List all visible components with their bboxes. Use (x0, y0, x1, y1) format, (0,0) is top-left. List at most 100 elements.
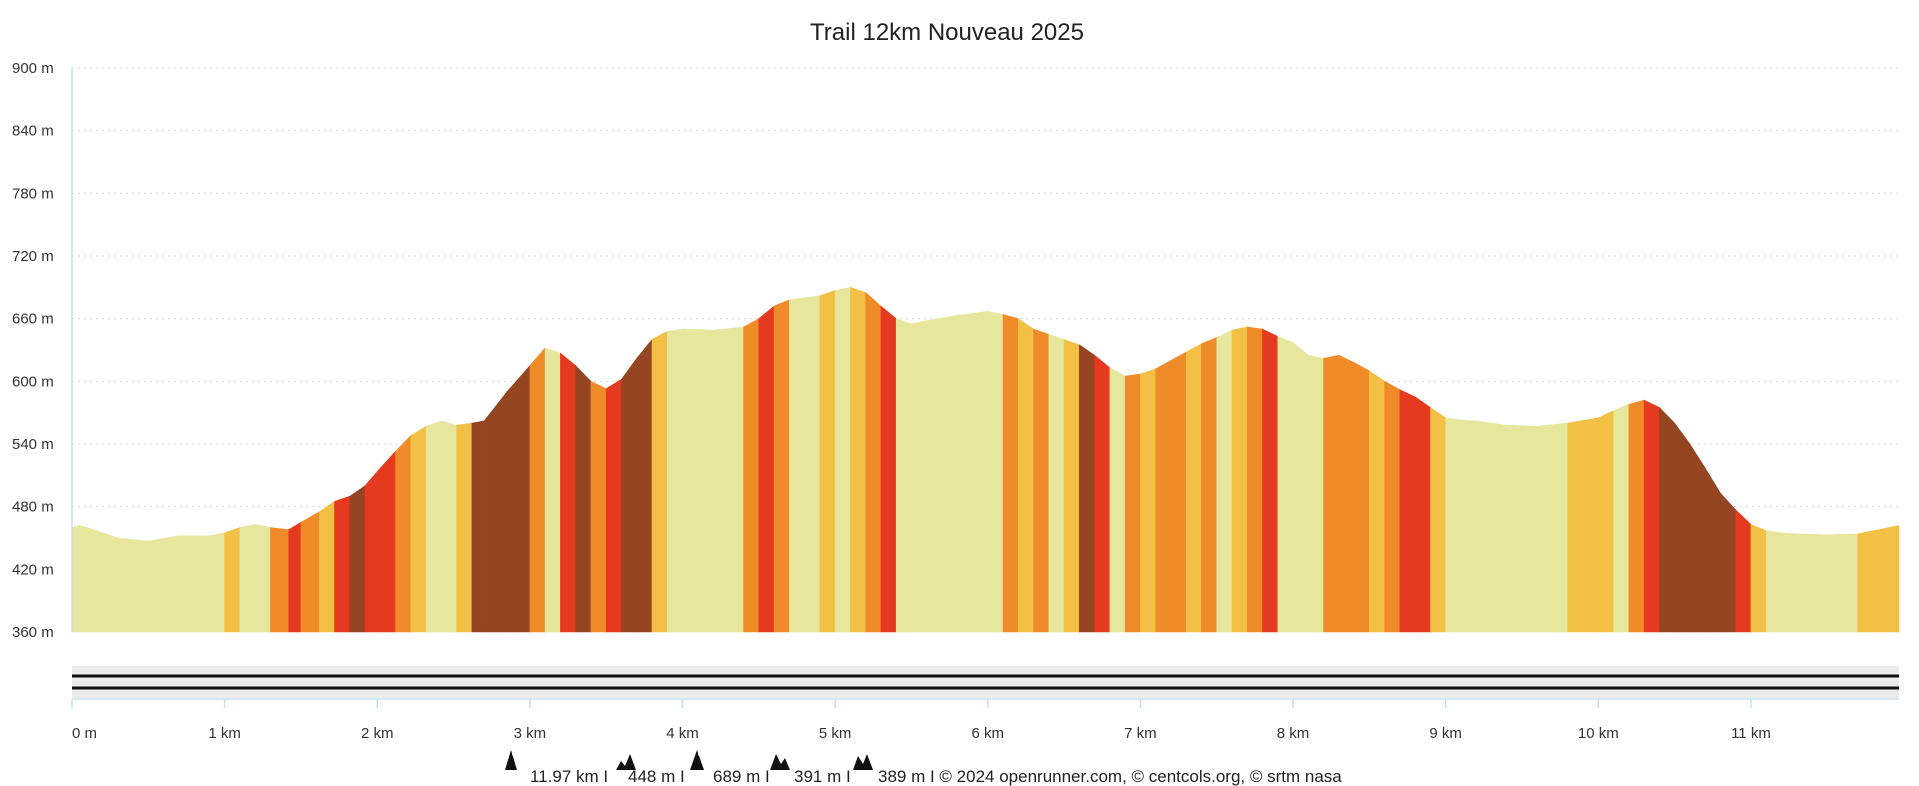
elevation-segment (483, 390, 508, 633)
max-elevation-icon (690, 750, 704, 770)
elevation-segment (850, 286, 866, 633)
x-tick-label: 9 km (1429, 725, 1462, 742)
elevation-segment (1872, 525, 1900, 633)
elevation-segment (773, 299, 790, 633)
x-tick-label: 8 km (1277, 725, 1310, 742)
elevation-segment (1033, 328, 1050, 633)
elevation-segment (987, 310, 1004, 633)
elevation-segment (425, 420, 442, 633)
elevation-segment (1155, 359, 1172, 633)
elevation-segment (1185, 343, 1202, 633)
x-axis: 0 m 1 km 2 km 3 km 4 km 5 km 6 km 7 km 8 km 9 km 1… (71, 699, 1771, 742)
elevation-segment (926, 315, 958, 633)
elevation-segment (441, 420, 457, 633)
stat-max-elevation: 689 m I (713, 767, 770, 786)
distance-icon (505, 750, 517, 770)
elevation-segment (1292, 342, 1309, 633)
route-stats-footer: 11.97 km I 448 m I 689 m I 391 m I 389 m… (505, 750, 1342, 786)
elevation-segment (1323, 354, 1340, 633)
elevation-segment (1704, 466, 1721, 633)
elevation-segment (1109, 367, 1126, 633)
elevation-segment (349, 485, 366, 633)
elevation-segment (117, 537, 149, 633)
x-tick-label: 2 km (361, 725, 394, 742)
elevation-segment (471, 420, 485, 633)
y-tick-label: 480 m (12, 499, 54, 516)
elevation-segment (1414, 396, 1431, 633)
y-tick-label: 600 m (12, 373, 54, 390)
stat-distance: 11.97 km I (530, 767, 608, 786)
elevation-segment (1796, 533, 1828, 633)
elevation-segment (789, 297, 805, 633)
elevation-segment (758, 305, 775, 633)
elevation-segment (651, 330, 668, 633)
elevation-segment (1567, 417, 1599, 633)
elevation-segment (621, 357, 638, 633)
stat-elevation-gain: 448 m I (628, 767, 685, 786)
elevation-segment (209, 532, 225, 633)
elevation-segment (1216, 329, 1233, 633)
elevation-segment (1246, 326, 1263, 633)
elevation-segment (86, 527, 119, 633)
elevation-segment (743, 318, 760, 633)
elevation-segment (834, 286, 851, 633)
elevation-segment (239, 524, 256, 633)
elevation-gain-icon (616, 754, 636, 770)
elevation-segment (1369, 370, 1385, 633)
elevation-segment (1124, 373, 1141, 633)
elevation-segment (544, 347, 561, 633)
elevation-segment (1384, 380, 1401, 633)
elevation-segment (364, 467, 381, 633)
elevation-segment (224, 527, 241, 633)
elevation-segment (1506, 424, 1538, 633)
y-tick-label: 780 m (12, 185, 54, 202)
elevation-segment (1079, 344, 1095, 633)
elevation-segment (1781, 532, 1798, 633)
elevation-segment (804, 295, 821, 633)
elevation-segment (1140, 368, 1156, 633)
elevation-segment (895, 318, 912, 633)
elevation-segment (1536, 422, 1569, 633)
navigator-track[interactable] (72, 666, 1899, 698)
elevation-segment (1399, 389, 1416, 633)
chart-title: Trail 12km Nouveau 2025 (810, 19, 1084, 46)
elevation-segment (880, 305, 897, 633)
min-elevation-icon (853, 754, 873, 770)
x-tick-label: 6 km (972, 725, 1005, 742)
elevation-segment (410, 425, 427, 633)
elevation-segment (666, 328, 683, 633)
overview-navigator[interactable] (72, 666, 1899, 698)
elevation-segment (1598, 410, 1614, 633)
x-tick-label: 0 m (72, 725, 97, 742)
elevation-segment (1231, 326, 1248, 633)
elevation-segment (636, 338, 653, 633)
elevation-loss-icon (770, 754, 790, 770)
elevation-segment (1643, 399, 1660, 633)
y-tick-label: 540 m (12, 436, 54, 453)
elevation-segment (605, 378, 622, 633)
elevation-segment (71, 525, 80, 633)
y-axis: 360 m 420 m 480 m 540 m 600 m 660 m 720 m 780 m… (12, 60, 54, 641)
x-tick-label: 11 km (1731, 725, 1771, 742)
y-tick-label: 660 m (12, 311, 54, 328)
y-tick-label: 360 m (12, 624, 54, 641)
elevation-segment (1018, 318, 1034, 633)
elevation-segment (956, 311, 989, 633)
elevation-segment (1445, 417, 1462, 633)
x-tick-label: 7 km (1124, 725, 1157, 742)
elevation-segment (1765, 530, 1782, 633)
elevation-segment (1002, 314, 1019, 633)
elevation-segment (1262, 328, 1279, 633)
elevation-segment (712, 326, 744, 633)
elevation-segment (1094, 354, 1111, 633)
elevation-segment (575, 364, 592, 633)
x-tick-label: 5 km (819, 725, 852, 742)
elevation-segment (1689, 442, 1706, 633)
elevation-segment (682, 328, 714, 633)
y-tick-label: 420 m (12, 561, 54, 578)
elevation-segment (395, 434, 412, 633)
elevation-segment (911, 320, 928, 633)
stat-elevation-loss: 391 m I (794, 767, 851, 786)
elevation-segment (1735, 509, 1752, 633)
elevation-segment (506, 364, 531, 633)
